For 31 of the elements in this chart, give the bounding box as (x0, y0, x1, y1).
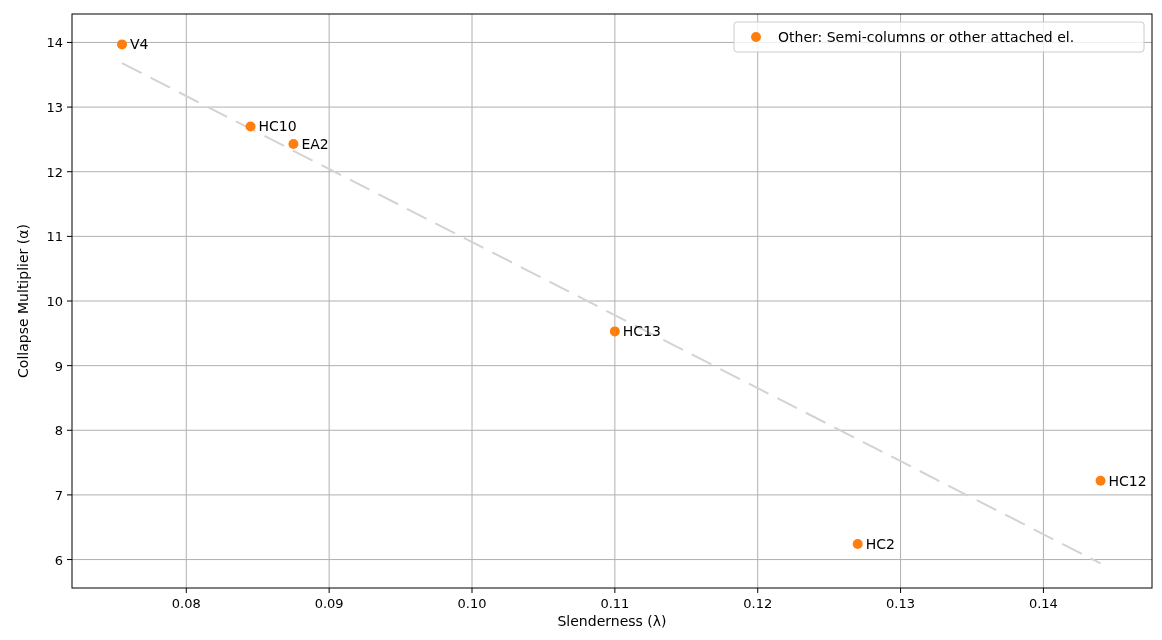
point (852, 539, 863, 550)
y-tick-label: 8 (54, 423, 63, 439)
point (117, 39, 127, 50)
x-axis-title: Slenderness (λ) (557, 613, 667, 629)
x-tick-label: 0.13 (886, 596, 916, 611)
x-tick-label: 0.09 (314, 596, 344, 611)
annotation: HC13 (622, 323, 661, 340)
x-tick-label: 0.10 (457, 596, 487, 611)
x-tick-label: 0.11 (600, 596, 630, 611)
y-tick-label: 13 (46, 100, 63, 116)
y-tick-label: 10 (46, 294, 63, 309)
y-tick-label: 7 (54, 487, 63, 503)
y-tick-label: 11 (46, 229, 63, 245)
y-axis-title: Collapse Multiplier (α) (15, 224, 31, 378)
annotation: V4 (130, 36, 149, 53)
x-tick-label: 0.14 (1028, 596, 1058, 611)
annotation: HC10 (258, 118, 297, 135)
y-tick-label: 14 (46, 35, 63, 51)
legend-label: Other: Semi-columns or other attached el. (778, 29, 1075, 45)
y-tick-label: 9 (54, 358, 63, 374)
annotation: EA2 (301, 135, 329, 152)
point (1095, 475, 1106, 486)
x-tick-label: 0.12 (743, 596, 773, 611)
point (288, 138, 299, 149)
point (245, 121, 256, 132)
point (609, 326, 620, 337)
y-tick-label: 12 (46, 164, 63, 180)
x-tick-label: 0.08 (171, 596, 201, 611)
annotation: HC12 (1108, 472, 1147, 489)
y-tick-label: 6 (54, 552, 63, 568)
annotation: HC2 (865, 536, 895, 553)
